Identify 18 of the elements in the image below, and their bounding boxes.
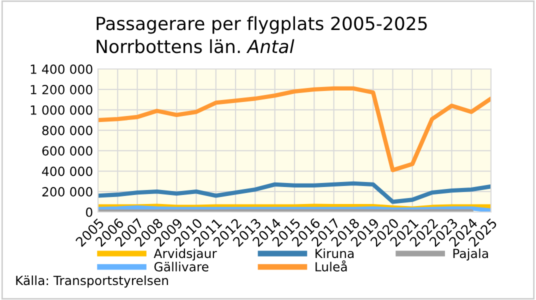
line-series xyxy=(98,181,491,204)
y-tick-label: 400 000 xyxy=(42,166,92,176)
legend-label: Pajala xyxy=(453,248,488,261)
line-series xyxy=(98,86,491,172)
text: Källa: Transportstyrelsen xyxy=(16,276,168,288)
y-tick-label: 1 200 000 xyxy=(30,84,92,94)
y-tick-label: 600 000 xyxy=(42,146,92,156)
chart-title: Passagerare per flygplats 2005-2025 xyxy=(96,16,427,34)
y-tick-label: 800 000 xyxy=(42,126,92,136)
legend-label: Luleå xyxy=(316,260,347,272)
legend-label: Gällivare xyxy=(154,262,208,272)
y-tick-label: 1 400 000 xyxy=(30,64,92,74)
y-tick-label: 200 000 xyxy=(42,187,92,196)
chart-subtitle: Norrbottens län. Antal xyxy=(96,39,294,54)
legend-label: Kiruna xyxy=(316,248,354,258)
legend-label: Arvidsjaur xyxy=(154,248,217,261)
y-tick-label: 1 000 000 xyxy=(30,105,92,115)
y-tick-label: 0 xyxy=(86,207,92,217)
